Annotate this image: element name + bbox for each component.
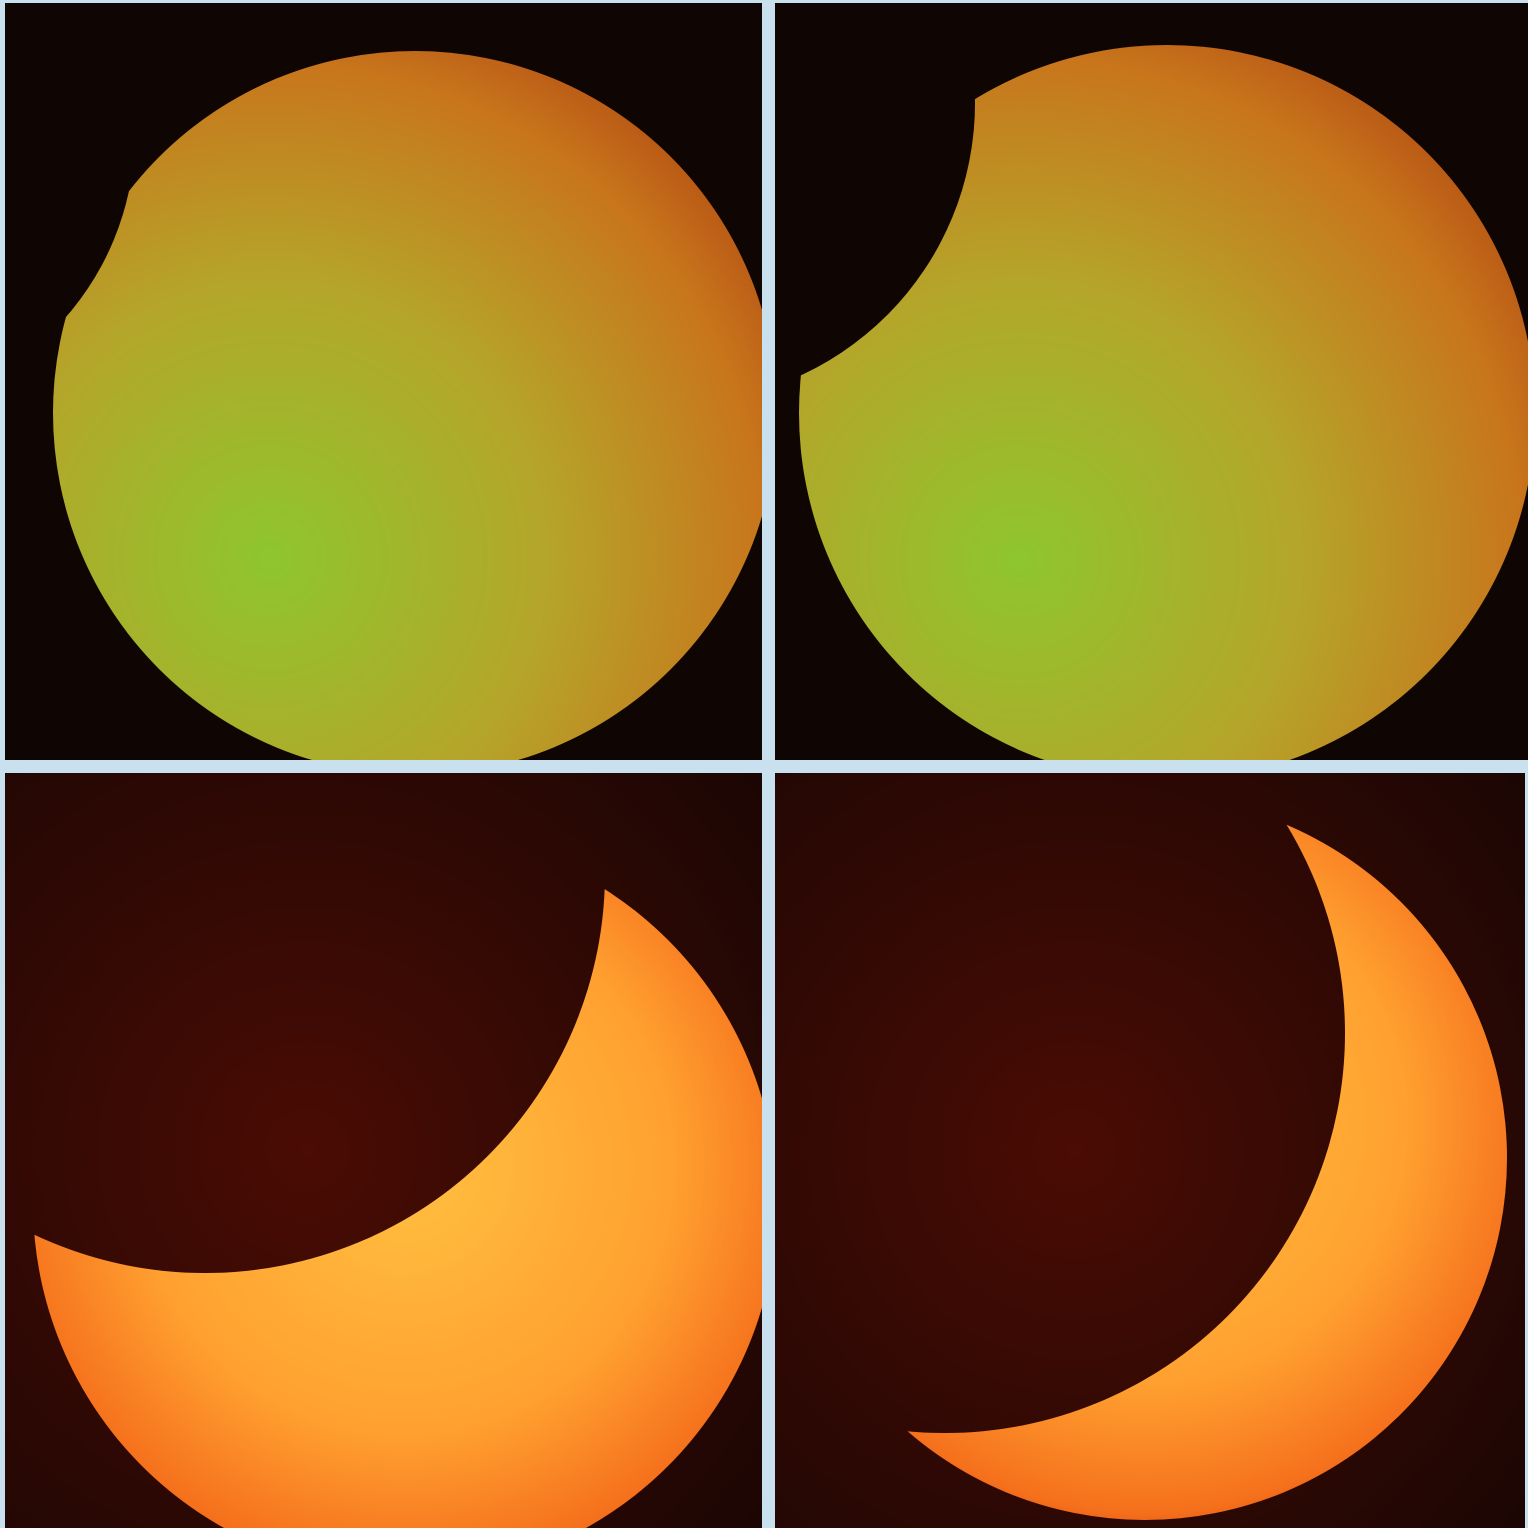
sun [53, 51, 762, 760]
panel-bottom-right [775, 773, 1525, 1528]
panel-top-left [5, 3, 762, 760]
sun-crescent [33, 831, 762, 1528]
sun [799, 45, 1528, 760]
panel-top-right [775, 3, 1528, 760]
sun-crescent [783, 796, 1507, 1520]
panel-bottom-left [5, 773, 762, 1528]
